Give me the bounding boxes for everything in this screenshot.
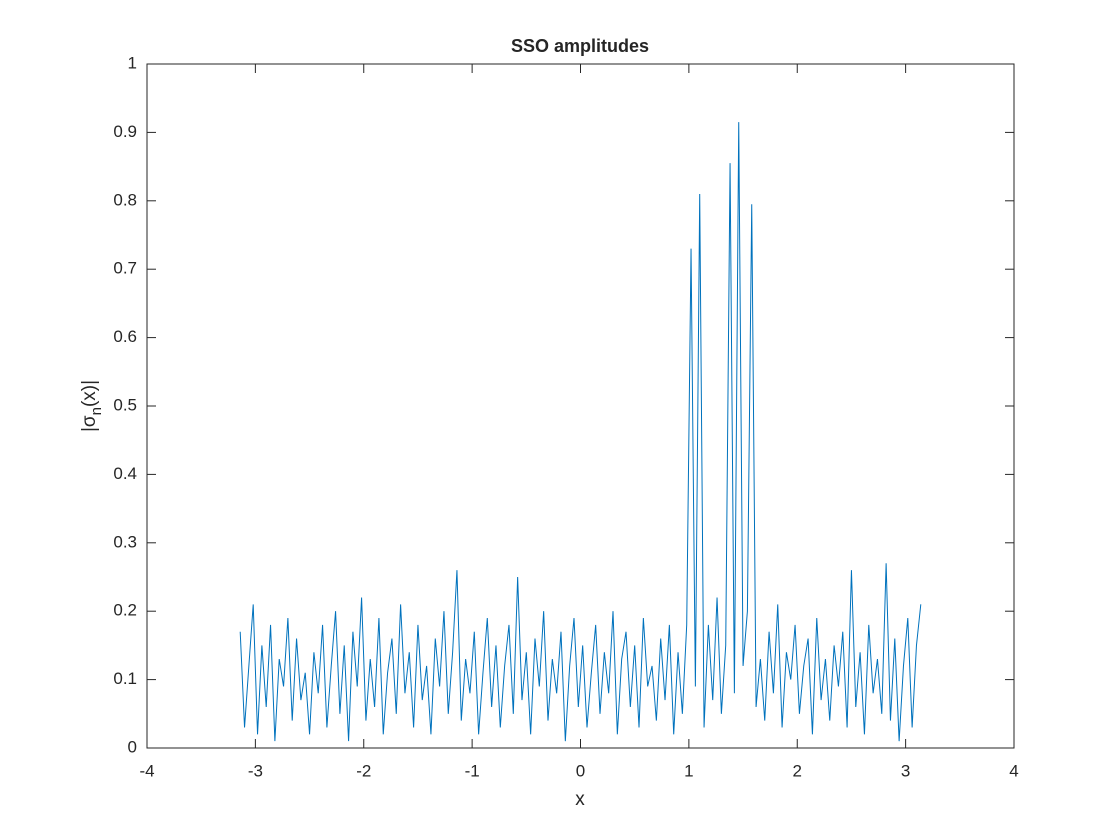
x-tick-label: 2: [793, 761, 802, 780]
y-tick-label: 0.2: [113, 601, 137, 620]
y-axis-label: |σn(x)|: [79, 380, 105, 432]
y-tick-label: 0.3: [113, 532, 137, 551]
y-tick-label: 0.6: [113, 327, 137, 346]
y-label-part: |σ: [79, 415, 100, 432]
chart-title: SSO amplitudes: [511, 36, 649, 56]
y-tick-label: 0.8: [113, 190, 137, 209]
y-tick-label: 0.1: [113, 669, 137, 688]
y-tick-label: 0: [128, 737, 137, 756]
x-tick-label: 1: [684, 761, 693, 780]
x-tick-label: 3: [901, 761, 910, 780]
x-tick-label: 4: [1009, 761, 1018, 780]
y-tick-label: 0.9: [113, 122, 137, 141]
data-line: [239, 122, 922, 742]
x-tick-label: 0: [576, 761, 585, 780]
y-tick-label: 0.4: [113, 464, 137, 483]
y-tick-label: 0.7: [113, 259, 137, 278]
y-tick-label: 1: [128, 53, 137, 72]
x-tick-label: -4: [139, 761, 154, 780]
x-axis-label: x: [575, 789, 585, 810]
y-tick-label: 0.5: [113, 395, 137, 414]
x-tick-label: -2: [356, 761, 371, 780]
x-tick-label: -1: [465, 761, 480, 780]
x-tick-label: -3: [248, 761, 263, 780]
y-label-subscript: n: [88, 407, 105, 415]
y-label-part: (x)|: [79, 380, 100, 407]
